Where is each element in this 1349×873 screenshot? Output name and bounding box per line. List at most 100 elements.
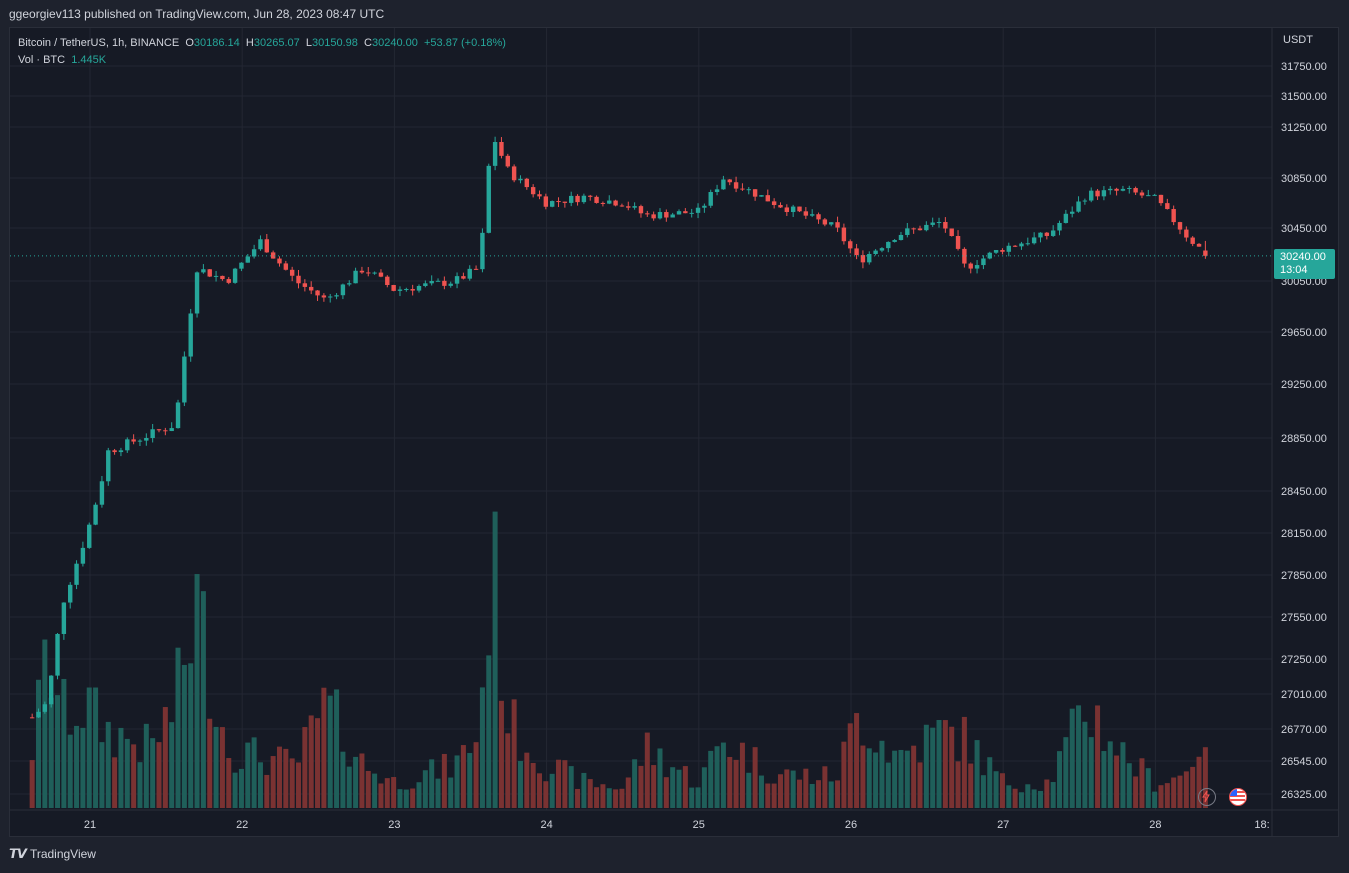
volume-bar bbox=[835, 780, 841, 808]
candle-body bbox=[213, 275, 219, 277]
candle-body bbox=[1171, 209, 1176, 223]
volume-bar bbox=[689, 787, 695, 808]
volume-bar bbox=[682, 766, 688, 808]
volume-bar bbox=[454, 755, 460, 808]
volume-bar bbox=[143, 723, 149, 808]
last-price-tag: 30240.00 13:04 bbox=[1274, 249, 1335, 279]
volume-bar bbox=[739, 742, 745, 808]
candle-body bbox=[1069, 211, 1075, 214]
candle-body bbox=[442, 280, 447, 286]
candle-body bbox=[55, 633, 60, 676]
volume-bar bbox=[568, 766, 574, 808]
candle-body bbox=[1006, 245, 1011, 252]
candle-body bbox=[879, 248, 885, 251]
volume-bar bbox=[1152, 791, 1158, 808]
volume-bar bbox=[124, 738, 130, 808]
candle-body bbox=[1108, 188, 1113, 191]
candle-body bbox=[1158, 194, 1164, 204]
volume-bar bbox=[1101, 751, 1107, 808]
candle-body bbox=[936, 221, 942, 223]
candle-body bbox=[378, 272, 384, 277]
candle-body bbox=[721, 179, 726, 190]
close-label: C bbox=[364, 37, 372, 49]
volume-bar bbox=[321, 687, 327, 808]
volume-bar bbox=[530, 762, 536, 808]
candle-body bbox=[816, 214, 821, 220]
candle-body bbox=[87, 524, 92, 548]
chart-frame[interactable] bbox=[9, 27, 1339, 837]
volume-bar bbox=[587, 779, 593, 808]
volume-bar bbox=[118, 727, 124, 808]
candle-body bbox=[562, 201, 568, 203]
volume-bar bbox=[137, 762, 143, 808]
volume-bar bbox=[372, 773, 378, 808]
volume-bar bbox=[961, 716, 967, 808]
candle-body bbox=[664, 212, 669, 218]
volume-bar bbox=[860, 745, 866, 808]
candle-body bbox=[530, 187, 536, 195]
candle-body bbox=[809, 214, 815, 216]
volume-bar bbox=[36, 679, 42, 808]
volume-bar bbox=[42, 639, 48, 808]
candle-body bbox=[480, 232, 485, 270]
volume-bar bbox=[873, 752, 879, 808]
candle-body bbox=[112, 450, 117, 453]
candle-body bbox=[993, 250, 999, 253]
candle-body bbox=[924, 224, 929, 231]
candle-body bbox=[144, 438, 149, 441]
time-tick-label: 23 bbox=[388, 819, 400, 831]
candle-body bbox=[391, 285, 396, 291]
volume-bar bbox=[987, 757, 993, 808]
volume-bar bbox=[968, 763, 974, 808]
price-tick-label: 31500.00 bbox=[1281, 91, 1327, 103]
volume-bar bbox=[1044, 779, 1050, 808]
tradingview-logo-icon: 𝙏𝙑 bbox=[9, 846, 27, 861]
candle-body bbox=[1190, 237, 1195, 244]
volume-bar bbox=[55, 695, 61, 808]
volume-bar bbox=[923, 724, 929, 808]
candle-body bbox=[385, 276, 390, 286]
volume-bar bbox=[771, 783, 777, 808]
candle-body bbox=[676, 211, 682, 215]
price-tick-label: 27010.00 bbox=[1281, 689, 1327, 701]
footer-brand[interactable]: 𝙏𝙑 TradingView bbox=[9, 846, 96, 862]
price-tick-label: 31250.00 bbox=[1281, 122, 1327, 134]
symbol-name[interactable]: Bitcoin / TetherUS, 1h, BINANCE bbox=[18, 37, 180, 49]
volume-bar bbox=[67, 734, 73, 808]
candle-body bbox=[372, 272, 377, 274]
candle-body bbox=[651, 214, 656, 219]
candle-body bbox=[1114, 188, 1119, 191]
us-flag-icon[interactable] bbox=[1229, 788, 1247, 806]
currency-unit[interactable]: USDT bbox=[1283, 34, 1313, 46]
volume-bar bbox=[435, 778, 441, 808]
volume-bar bbox=[822, 766, 828, 808]
candle-body bbox=[499, 141, 504, 156]
candle-body bbox=[714, 189, 720, 193]
candle-body bbox=[727, 179, 732, 183]
volume-bar bbox=[61, 678, 67, 808]
candle-body bbox=[163, 430, 168, 432]
candle-body bbox=[467, 268, 472, 279]
candle-body bbox=[188, 313, 193, 357]
volume-bar bbox=[638, 765, 644, 808]
candle-body bbox=[943, 221, 948, 229]
candle-body bbox=[746, 189, 751, 191]
candle-body bbox=[511, 166, 517, 181]
volume-bar bbox=[1107, 741, 1113, 808]
time-tick-label: 22 bbox=[236, 819, 248, 831]
price-tick-label: 26545.00 bbox=[1281, 756, 1327, 768]
candle-body bbox=[302, 283, 308, 287]
candle-body bbox=[1050, 230, 1056, 236]
candle-body bbox=[740, 188, 745, 190]
candle-body bbox=[201, 269, 206, 273]
candle-body bbox=[80, 547, 86, 564]
candle-body bbox=[765, 195, 770, 202]
candle-body bbox=[886, 241, 891, 249]
volume-bar bbox=[625, 777, 631, 808]
lightning-icon[interactable] bbox=[1198, 788, 1216, 806]
volume-value: 1.445K bbox=[71, 54, 107, 66]
volume-bar bbox=[1126, 763, 1132, 808]
volume-bar bbox=[575, 788, 581, 808]
volume-bar bbox=[777, 774, 783, 808]
